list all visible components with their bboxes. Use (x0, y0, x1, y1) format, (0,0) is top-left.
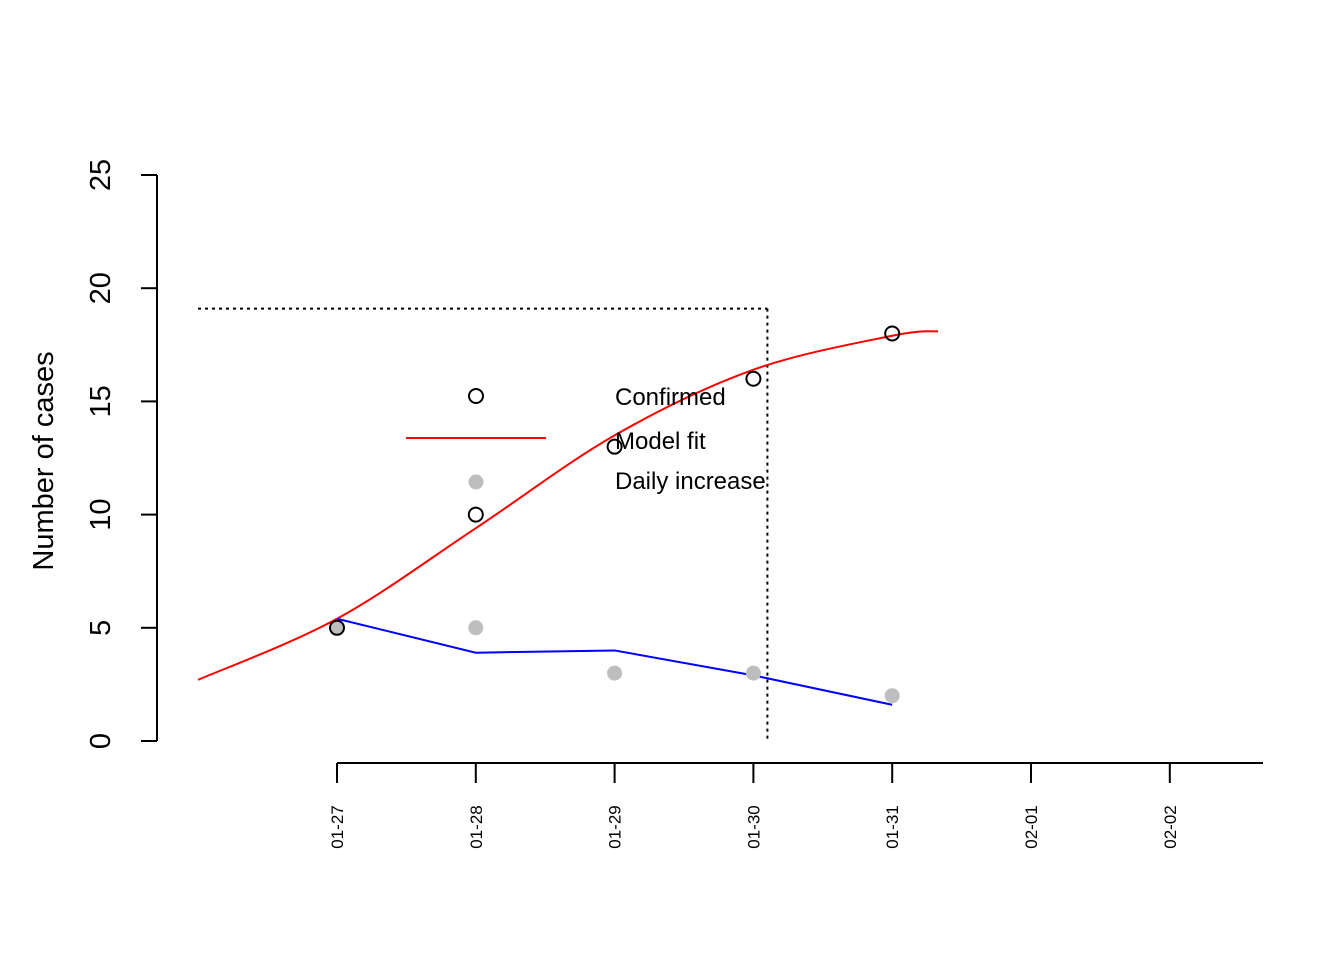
y-tick-label: 10 (85, 498, 117, 530)
x-tick-label: 01-29 (606, 805, 625, 848)
reference-lines (198, 307, 769, 741)
daily-increase-trend-line (336, 617, 893, 706)
x-tick-label: 01-31 (883, 805, 902, 848)
daily-increase-point (745, 665, 761, 681)
legend-model-fit-label: Model fit (615, 428, 706, 455)
x-tick-label: 02-02 (1161, 805, 1180, 848)
series-layer (197, 325, 939, 706)
y-tick-label: 0 (85, 733, 117, 749)
daily-increase-point (468, 620, 484, 636)
daily-increase-point (329, 620, 345, 636)
confirmed-point (467, 506, 484, 523)
x-axis: 01-27 01-28 01-29 01-30 01-31 02-01 02-02 (328, 762, 1263, 849)
y-tick-label: 15 (85, 385, 117, 417)
confirmed-point (745, 370, 762, 387)
x-tick-label: 01-30 (744, 805, 763, 848)
y-tick-label: 5 (85, 620, 117, 636)
confirmed-point (606, 438, 623, 455)
legend-confirmed-label: Confirmed (615, 384, 726, 411)
model-fit-line (197, 330, 939, 681)
y-tick-label: 25 (85, 159, 117, 191)
legend-daily-increase-marker (468, 474, 484, 490)
legend-daily-increase-label: Daily increase (615, 468, 766, 495)
confirmed-point (329, 619, 345, 636)
x-tick-label: 01-28 (467, 805, 486, 848)
legend: Confirmed Model fit Daily increase (406, 384, 766, 495)
confirmed-point (884, 325, 901, 342)
daily-increase-point (607, 665, 623, 681)
legend-confirmed-marker (468, 388, 484, 404)
y-tick-label: 20 (85, 272, 117, 304)
y-axis: 0 5 10 15 20 25 (85, 159, 158, 749)
x-tick-label: 01-27 (328, 805, 347, 848)
daily-increase-point (884, 688, 900, 704)
y-axis-label: Number of cases (28, 351, 60, 570)
x-tick-label: 02-01 (1022, 805, 1041, 848)
